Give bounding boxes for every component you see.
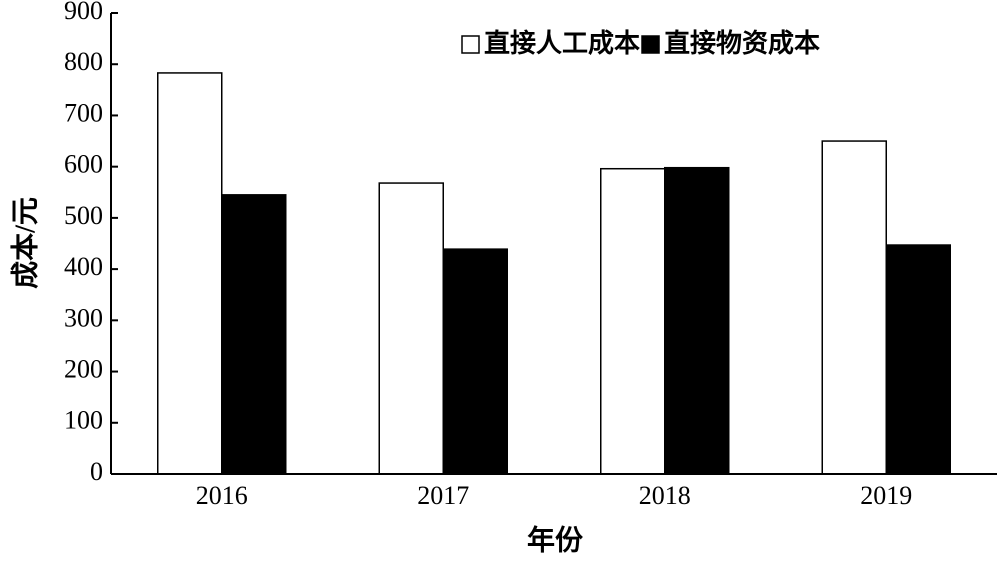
y-tick-label: 900 xyxy=(64,0,103,25)
legend-swatch xyxy=(641,35,660,54)
legend-swatch xyxy=(461,35,480,54)
y-tick-label: 500 xyxy=(64,201,103,230)
y-tick-label: 300 xyxy=(64,303,103,332)
x-tick-label: 2018 xyxy=(639,481,691,510)
y-tick-label: 400 xyxy=(64,252,103,281)
legend-label: 直接人工成本 xyxy=(484,29,640,58)
bar xyxy=(885,244,951,475)
legend-label: 直接物资成本 xyxy=(664,29,820,58)
x-axis-label: 年份 xyxy=(527,523,583,556)
y-axis-label: 成本/元 xyxy=(9,197,41,289)
bar xyxy=(442,248,508,475)
y-tick-label: 100 xyxy=(64,406,103,435)
bar xyxy=(600,167,666,475)
bar xyxy=(378,182,444,475)
bar xyxy=(821,140,887,475)
y-tick-label: 0 xyxy=(90,457,103,486)
x-tick-label: 2019 xyxy=(860,481,912,510)
bar xyxy=(157,72,223,475)
x-tick-label: 2017 xyxy=(417,481,469,510)
x-tick-label: 2016 xyxy=(196,481,248,510)
y-tick-label: 600 xyxy=(64,150,103,179)
y-tick-label: 700 xyxy=(64,98,103,127)
y-tick-label: 200 xyxy=(64,355,103,384)
bar xyxy=(664,166,730,475)
bar xyxy=(221,194,287,475)
y-tick-label: 800 xyxy=(64,47,103,76)
